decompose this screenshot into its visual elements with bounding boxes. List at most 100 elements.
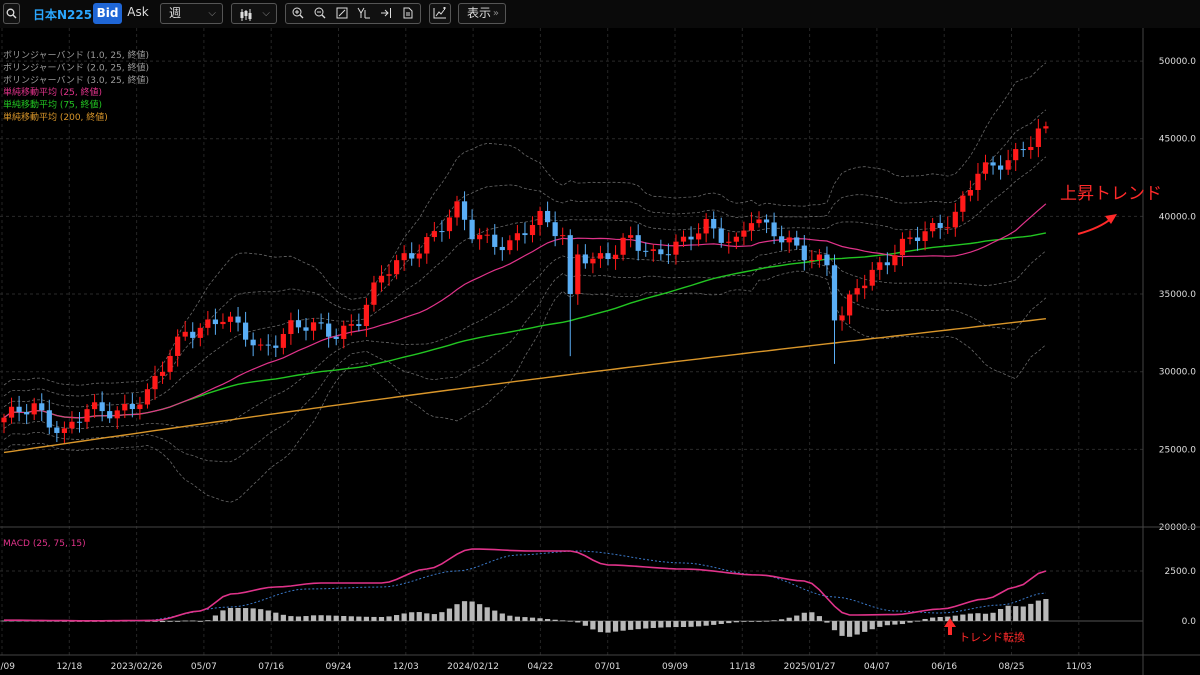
add-indicator-button[interactable] [429, 3, 451, 24]
candle-body [401, 253, 407, 261]
macd-histogram-bar [371, 616, 377, 621]
candle-body [688, 236, 694, 240]
candle-body [628, 235, 634, 238]
macd-histogram-bar [446, 608, 453, 621]
macd-panel: MACD (25, 75, 15) [1, 539, 1049, 637]
macd-histogram-bar [612, 621, 619, 632]
macd-histogram-bar [175, 621, 181, 622]
candle-body [545, 210, 551, 223]
candle-body [560, 235, 566, 237]
macd-histogram-bar [205, 620, 211, 621]
candle-body [960, 195, 966, 212]
indicator-chart-icon [433, 7, 447, 22]
macd-histogram-bar [711, 621, 717, 625]
time-tick-label: 12/18 [56, 662, 82, 672]
macd-histogram-bar [779, 619, 785, 621]
view-menu-button[interactable]: 表示 » [458, 3, 506, 24]
candle-body [1013, 149, 1019, 161]
candle-body [1028, 146, 1034, 150]
time-tick-label: 11/18 [729, 662, 755, 672]
candle-body [816, 254, 822, 260]
time-tick-label: 12/03 [393, 662, 419, 672]
candle-body [446, 217, 453, 232]
macd-histogram-bar [967, 613, 973, 621]
macd-histogram-bar [363, 616, 369, 621]
candle-body [333, 336, 339, 339]
candle-body [16, 406, 22, 412]
candle-body [605, 253, 611, 260]
candle-body [582, 254, 588, 264]
macd-histogram-bar [680, 621, 687, 627]
chart-canvas[interactable]: MACD (25, 75, 15) 20000.0 25000.0 30000.0 3… [0, 28, 1200, 675]
macd-histogram-bar [673, 621, 679, 628]
macd-histogram-bar [424, 613, 430, 621]
macd-histogram-bar [1043, 599, 1049, 621]
macd-histogram-bar [514, 616, 520, 621]
macd-histogram-bar [522, 617, 528, 621]
time-tick-label: 07/16 [258, 662, 284, 672]
candlestick-icon [239, 8, 253, 27]
time-tick-label: 10/09 [0, 662, 15, 672]
search-button[interactable] [3, 3, 20, 24]
macd-histogram-bar [703, 621, 709, 626]
macd-line [4, 548, 1047, 622]
candle-body [190, 331, 196, 338]
macd-histogram-bar [922, 618, 928, 621]
macd-histogram-bar [847, 621, 853, 637]
macd-histogram-bar [348, 616, 354, 621]
candle-body [680, 236, 687, 242]
time-tick-label: 2024/02/12 [447, 662, 499, 672]
macd-histogram-bar [280, 614, 286, 621]
legend-entry: ボリンジャーバンド (3.0, 25, 終値) [3, 74, 149, 86]
candle-body [99, 402, 105, 412]
period-select[interactable]: 週 ⌵ [160, 3, 223, 24]
macd-label: MACD (25, 75, 15) [3, 539, 86, 549]
macd-histogram-bar [16, 620, 22, 622]
time-tick-label: 08/25 [999, 662, 1025, 672]
candle-body [265, 344, 271, 346]
candle-body [46, 410, 52, 428]
candle-body [76, 421, 83, 423]
candle-body [529, 224, 536, 236]
candle-body [122, 403, 128, 411]
grid [0, 28, 1143, 655]
up-arrow-icon [944, 618, 956, 635]
candle-body [945, 227, 951, 229]
price-tick-label: 20000.0 [1159, 523, 1196, 533]
macd-histogram-bar [552, 619, 558, 621]
macd-histogram-bar [461, 601, 468, 621]
symbol-label[interactable]: 日本N225 [33, 8, 93, 22]
scroll-to-end-icon[interactable] [375, 4, 397, 23]
zoom-in-icon[interactable] [287, 4, 309, 23]
candle-body [726, 241, 732, 243]
candle-body [341, 325, 347, 339]
legend-entry: 単純移動平均 (200, 終値) [3, 111, 108, 123]
macd-histogram-bar [567, 620, 573, 622]
macd-histogram-bar [484, 607, 490, 621]
candle-body [930, 222, 936, 232]
auto-scale-icon[interactable] [353, 4, 375, 23]
candle-body [514, 233, 520, 241]
macd-histogram-bar [1035, 600, 1041, 621]
macd-histogram-bar [1028, 603, 1034, 621]
zoom-out-icon[interactable] [309, 4, 331, 23]
macd-histogram-bar [243, 608, 249, 621]
macd-histogram-bar [310, 615, 317, 621]
macd-histogram-bar [356, 616, 362, 621]
macd-histogram-bar [1013, 606, 1019, 621]
candle-body [227, 316, 234, 322]
candle-body [552, 222, 558, 237]
macd-histogram-bar [960, 614, 966, 621]
ask-button[interactable]: Ask [127, 5, 149, 19]
candle-body [394, 260, 400, 275]
macd-histogram-bar [197, 621, 203, 622]
chart-type-select[interactable]: ⌵ [231, 3, 277, 24]
candle-body [205, 319, 211, 328]
document-icon[interactable] [397, 4, 419, 23]
toolbar: 日本N225 Bid Ask 週 ⌵ ⌵ [0, 0, 1200, 28]
candle-body [884, 262, 890, 266]
bid-button[interactable]: Bid [93, 3, 122, 24]
macd-histogram-bar [650, 621, 656, 628]
candle-body [144, 389, 151, 405]
fit-screen-icon[interactable] [331, 4, 353, 23]
